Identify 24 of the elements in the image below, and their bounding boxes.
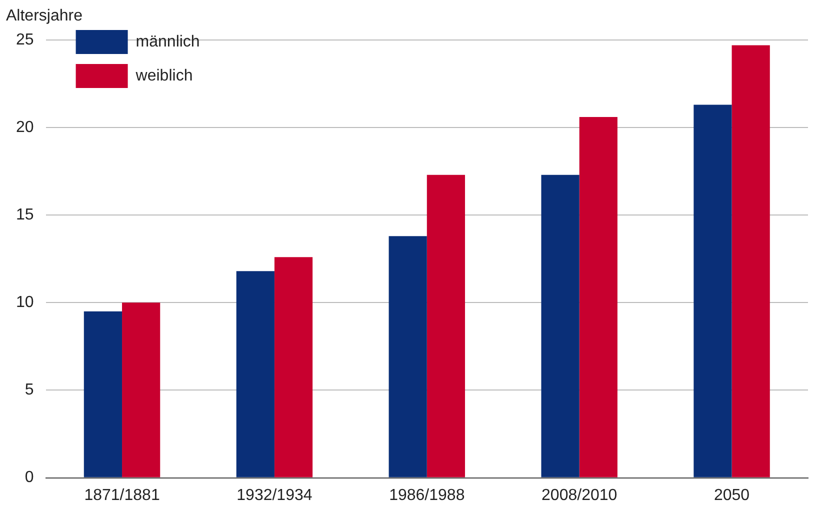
y-tick-label: 10 [16, 294, 34, 312]
legend-label: männlich [136, 33, 200, 50]
bar [274, 257, 313, 478]
y-axis-title: Altersjahre [6, 7, 83, 24]
bar [579, 117, 618, 478]
legend-label: weiblich [134, 67, 193, 84]
x-tick-label: 2008/2010 [542, 486, 618, 504]
y-tick-label: 15 [16, 206, 34, 224]
bar [426, 174, 466, 478]
bar [541, 174, 580, 478]
bar [236, 271, 274, 478]
x-tick-label: 1871/1881 [84, 486, 160, 504]
bar [388, 236, 427, 478]
y-tick-label: 25 [16, 31, 34, 48]
bar [122, 302, 160, 478]
bar [694, 104, 732, 478]
y-tick-label: 5 [24, 382, 34, 399]
y-tick-label: 0 [24, 469, 34, 486]
bar [732, 45, 770, 478]
x-tick-label: 1932/1934 [236, 486, 312, 504]
x-tick-label: 2050 [714, 486, 750, 504]
x-tick-label: 1986/1988 [389, 486, 465, 504]
bar [84, 311, 122, 478]
y-tick-label: 20 [16, 118, 34, 136]
